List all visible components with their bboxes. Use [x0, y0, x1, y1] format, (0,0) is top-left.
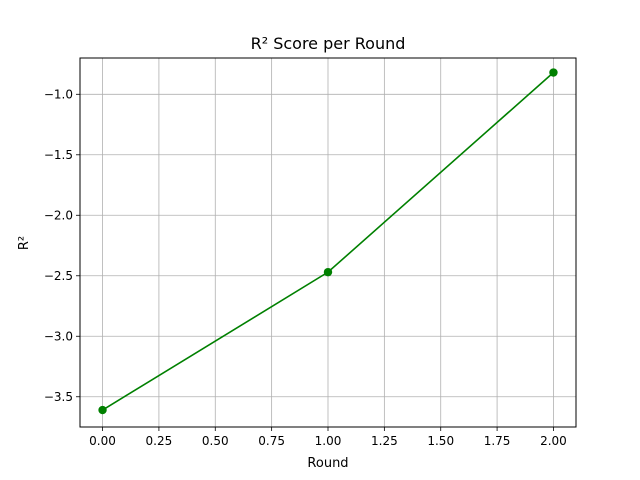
x-axis-label: Round	[307, 456, 348, 471]
grid	[80, 58, 576, 427]
data-point	[98, 405, 107, 415]
x-tick-label: 1.00	[315, 434, 342, 448]
y-tick-label: −1.0	[44, 87, 73, 101]
x-tick-label: 0.50	[202, 434, 229, 448]
x-tick-label: 1.75	[484, 434, 511, 448]
y-tick-label: −3.5	[44, 390, 73, 404]
data-point	[549, 68, 558, 77]
y-axis-ticks: −3.5 −3.0 −2.5 −2.0 −1.5 −1.0	[44, 87, 80, 404]
y-tick-label: −1.5	[44, 148, 73, 162]
x-axis-ticks: 0.00 0.25 0.50 0.75 1.00 1.25 1.50 1.75 2.00	[89, 427, 567, 448]
x-tick-label: 1.25	[371, 434, 398, 448]
series-layer	[98, 68, 558, 415]
x-tick-label: 0.25	[146, 434, 173, 448]
x-tick-label: 2.00	[540, 434, 567, 448]
data-point	[323, 267, 333, 277]
y-axis-label: R²	[17, 236, 32, 250]
x-tick-label: 0.00	[89, 434, 116, 448]
y-tick-label: −2.5	[44, 269, 73, 283]
y-tick-label: −2.0	[44, 208, 73, 222]
x-tick-label: 1.50	[427, 434, 454, 448]
x-tick-label: 0.75	[258, 434, 285, 448]
chart-title: R² Score per Round	[251, 34, 406, 53]
y-tick-label: −3.0	[44, 329, 73, 343]
